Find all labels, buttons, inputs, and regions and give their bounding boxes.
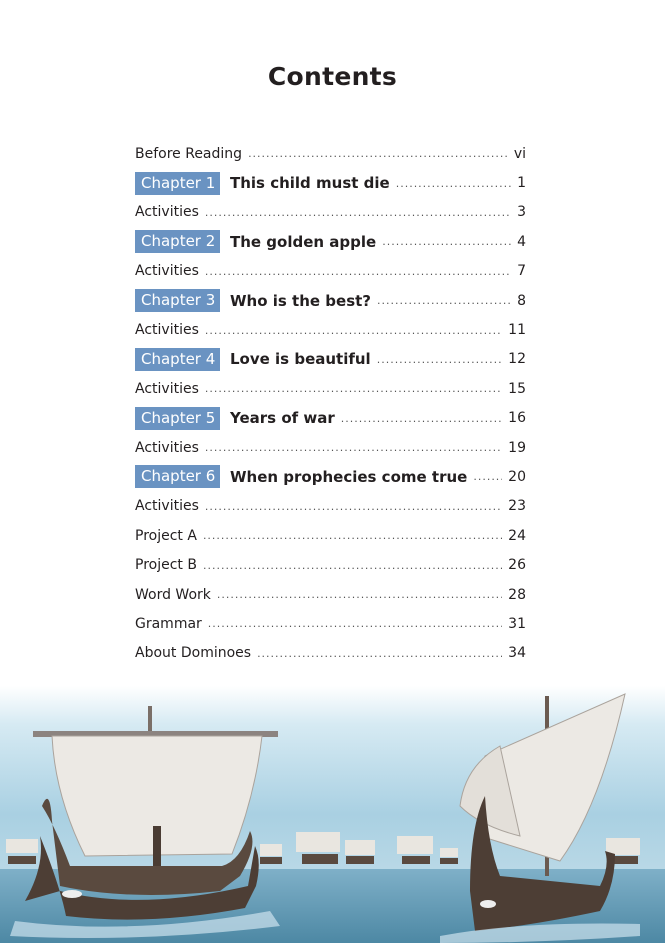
entry-title: Activities (135, 498, 199, 515)
entry-title: Activities (135, 204, 199, 221)
entry-title: Activities (135, 263, 199, 280)
entry-title: When prophecies come true (230, 467, 468, 486)
entry-title: Project A (135, 527, 197, 544)
entry-title: Activities (135, 380, 199, 397)
entry-title: About Dominoes (135, 645, 252, 662)
page-title: Contents (267, 62, 398, 91)
page-number: 12 (508, 351, 526, 368)
entry-title: Before Reading (135, 145, 243, 162)
toc-entry[interactable]: Grammar 31 (135, 609, 526, 638)
dot-leader (341, 412, 502, 425)
toc-entry[interactable]: Project A 24 (135, 521, 526, 550)
toc-chapter-entry[interactable]: Chapter 3 Who is the best? 8 (135, 286, 526, 315)
toc-entry[interactable]: Before Reading vi (135, 139, 526, 168)
page-number: vi (513, 145, 526, 162)
dot-leader (205, 500, 502, 513)
page-number: 19 (508, 439, 526, 456)
dot-leader (217, 588, 502, 601)
toc-chapter-entry[interactable]: Chapter 6 When prophecies come true 20 (135, 462, 526, 491)
toc-chapter-entry[interactable]: Chapter 1 This child must die 1 (135, 168, 526, 197)
toc-chapter-entry[interactable]: Chapter 2 The golden apple 4 (135, 227, 526, 256)
entry-title: Who is the best? (230, 291, 371, 310)
entry-title: Love is beautiful (230, 350, 371, 369)
page-number: 11 (508, 322, 526, 339)
right-ship (440, 693, 640, 943)
entry-title: This child must die (230, 174, 390, 193)
entry-title: Word Work (135, 586, 211, 603)
dot-leader (203, 529, 502, 542)
entry-title: Activities (135, 322, 199, 339)
chapter-badge: Chapter 2 (135, 230, 220, 254)
dot-leader (257, 647, 502, 660)
page-number: 24 (508, 527, 526, 544)
entry-title: Project B (135, 557, 197, 574)
dot-leader (205, 441, 502, 454)
dot-leader (248, 147, 508, 160)
page-number: 8 (517, 292, 526, 309)
chapter-badge: Chapter 4 (135, 347, 220, 371)
page-number: 34 (508, 645, 526, 662)
page-number: 26 (508, 557, 526, 574)
page-number: 15 (508, 380, 526, 397)
page-number: 7 (517, 263, 526, 280)
dot-leader (205, 265, 511, 278)
chapter-badge: Chapter 3 (135, 289, 220, 313)
page-number: 28 (508, 586, 526, 603)
chapter-badge: Chapter 1 (135, 171, 220, 195)
chapter-badge: Chapter 6 (135, 465, 220, 489)
left-ship (10, 706, 280, 939)
page-number: 20 (508, 468, 526, 485)
chapter-badge: Chapter 5 (135, 406, 220, 430)
dot-leader (205, 324, 502, 337)
toc-chapter-entry[interactable]: Chapter 5 Years of war 16 (135, 404, 526, 433)
toc-entry[interactable]: Activities 3 (135, 198, 526, 227)
toc-entry[interactable]: Activities 15 (135, 374, 526, 403)
toc-chapter-entry[interactable]: Chapter 4 Love is beautiful 12 (135, 345, 526, 374)
entry-title: Years of war (230, 409, 335, 428)
toc-entry[interactable]: Project B 26 (135, 550, 526, 579)
toc-entry[interactable]: Word Work 28 (135, 580, 526, 609)
toc-entry[interactable]: Activities 23 (135, 492, 526, 521)
ships-illustration (0, 686, 665, 943)
dot-leader (396, 177, 511, 190)
page-number: 31 (508, 615, 526, 632)
table-of-contents: Before Reading vi Chapter 1 This child must… (135, 139, 526, 668)
page-number: 4 (517, 233, 526, 250)
page-number: 3 (517, 204, 526, 221)
toc-entry[interactable]: Activities 11 (135, 315, 526, 344)
dot-leader (382, 235, 511, 248)
toc-entry[interactable]: Activities 19 (135, 433, 526, 462)
entry-title: Grammar (135, 615, 202, 632)
dot-leader (203, 559, 502, 572)
dot-leader (208, 617, 502, 630)
distant-ships (6, 832, 640, 864)
dot-leader (473, 470, 502, 483)
page-number: 16 (508, 410, 526, 427)
dot-leader (205, 206, 511, 219)
toc-entry[interactable]: Activities 7 (135, 257, 526, 286)
dot-leader (205, 382, 502, 395)
entry-title: The golden apple (230, 232, 377, 251)
toc-entry[interactable]: About Dominoes 34 (135, 639, 526, 668)
dot-leader (377, 294, 511, 307)
page-number: 1 (517, 175, 526, 192)
dot-leader (377, 353, 502, 366)
entry-title: Activities (135, 439, 199, 456)
page-number: 23 (508, 498, 526, 515)
